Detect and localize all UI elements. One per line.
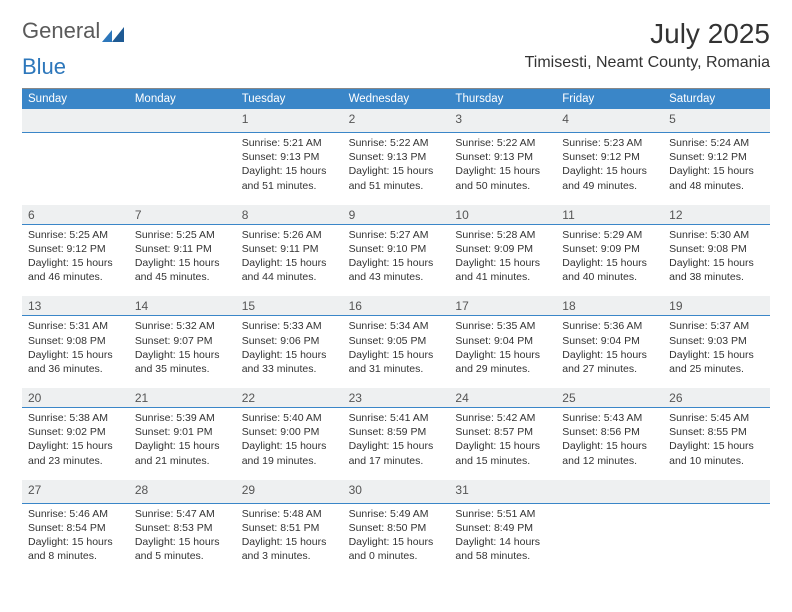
dow-header: Sunday bbox=[22, 89, 129, 109]
day-number: 28 bbox=[129, 480, 236, 503]
logo-icon bbox=[102, 22, 126, 38]
day-details: Sunrise: 5:25 AMSunset: 9:12 PMDaylight:… bbox=[22, 225, 129, 291]
day-number: 30 bbox=[343, 480, 450, 503]
day-details: Sunrise: 5:23 AMSunset: 9:12 PMDaylight:… bbox=[556, 133, 663, 199]
logo-text-general: General bbox=[22, 18, 100, 44]
location: Timisesti, Neamt County, Romania bbox=[525, 54, 770, 72]
day-number: 10 bbox=[449, 205, 556, 224]
day-details: Sunrise: 5:35 AMSunset: 9:04 PMDaylight:… bbox=[449, 316, 556, 382]
day-details: Sunrise: 5:39 AMSunset: 9:01 PMDaylight:… bbox=[129, 408, 236, 474]
day-details: Sunrise: 5:24 AMSunset: 9:12 PMDaylight:… bbox=[663, 133, 770, 199]
day-details: Sunrise: 5:34 AMSunset: 9:05 PMDaylight:… bbox=[343, 316, 450, 382]
daynum-row: 20212223242526 bbox=[22, 388, 770, 408]
dow-header: Thursday bbox=[449, 89, 556, 109]
day-details: Sunrise: 5:31 AMSunset: 9:08 PMDaylight:… bbox=[22, 316, 129, 382]
day-number: 18 bbox=[556, 296, 663, 315]
day-number: 23 bbox=[343, 388, 450, 407]
day-details bbox=[129, 133, 236, 199]
day-number: 26 bbox=[663, 388, 770, 407]
day-number bbox=[129, 109, 236, 132]
dow-header: Friday bbox=[556, 89, 663, 109]
day-number: 7 bbox=[129, 205, 236, 224]
day-details: Sunrise: 5:37 AMSunset: 9:03 PMDaylight:… bbox=[663, 316, 770, 382]
day-details: Sunrise: 5:41 AMSunset: 8:59 PMDaylight:… bbox=[343, 408, 450, 474]
logo-text-blue: Blue bbox=[22, 54, 102, 80]
daynum-row: 2728293031 bbox=[22, 480, 770, 504]
details-row: Sunrise: 5:21 AMSunset: 9:13 PMDaylight:… bbox=[22, 133, 770, 199]
day-details: Sunrise: 5:33 AMSunset: 9:06 PMDaylight:… bbox=[236, 316, 343, 382]
title-block: July 2025 Timisesti, Neamt County, Roman… bbox=[525, 18, 770, 72]
day-number: 24 bbox=[449, 388, 556, 407]
day-details: Sunrise: 5:45 AMSunset: 8:55 PMDaylight:… bbox=[663, 408, 770, 474]
dow-row: SundayMondayTuesdayWednesdayThursdayFrid… bbox=[22, 89, 770, 109]
day-number: 20 bbox=[22, 388, 129, 407]
day-number: 29 bbox=[236, 480, 343, 503]
day-details: Sunrise: 5:49 AMSunset: 8:50 PMDaylight:… bbox=[343, 504, 450, 570]
day-number: 31 bbox=[449, 480, 556, 503]
header: General July 2025 Timisesti, Neamt Count… bbox=[22, 18, 770, 72]
day-details: Sunrise: 5:38 AMSunset: 9:02 PMDaylight:… bbox=[22, 408, 129, 474]
day-details: Sunrise: 5:26 AMSunset: 9:11 PMDaylight:… bbox=[236, 225, 343, 291]
dow-header: Tuesday bbox=[236, 89, 343, 109]
day-details: Sunrise: 5:28 AMSunset: 9:09 PMDaylight:… bbox=[449, 225, 556, 291]
day-number: 21 bbox=[129, 388, 236, 407]
details-row: Sunrise: 5:38 AMSunset: 9:02 PMDaylight:… bbox=[22, 408, 770, 474]
day-number: 5 bbox=[663, 109, 770, 132]
day-number: 22 bbox=[236, 388, 343, 407]
day-details: Sunrise: 5:48 AMSunset: 8:51 PMDaylight:… bbox=[236, 504, 343, 570]
dow-header: Wednesday bbox=[343, 89, 450, 109]
day-details: Sunrise: 5:32 AMSunset: 9:07 PMDaylight:… bbox=[129, 316, 236, 382]
details-row: Sunrise: 5:46 AMSunset: 8:54 PMDaylight:… bbox=[22, 504, 770, 570]
day-number: 16 bbox=[343, 296, 450, 315]
day-details: Sunrise: 5:42 AMSunset: 8:57 PMDaylight:… bbox=[449, 408, 556, 474]
day-number: 1 bbox=[236, 109, 343, 132]
day-number: 17 bbox=[449, 296, 556, 315]
day-number: 2 bbox=[343, 109, 450, 132]
day-number: 27 bbox=[22, 480, 129, 503]
dow-header: Saturday bbox=[663, 89, 770, 109]
daynum-row: 12345 bbox=[22, 109, 770, 133]
calendar: SundayMondayTuesdayWednesdayThursdayFrid… bbox=[22, 88, 770, 569]
day-details: Sunrise: 5:30 AMSunset: 9:08 PMDaylight:… bbox=[663, 225, 770, 291]
day-number: 15 bbox=[236, 296, 343, 315]
month-title: July 2025 bbox=[525, 18, 770, 50]
day-details: Sunrise: 5:51 AMSunset: 8:49 PMDaylight:… bbox=[449, 504, 556, 570]
details-row: Sunrise: 5:31 AMSunset: 9:08 PMDaylight:… bbox=[22, 316, 770, 382]
day-details: Sunrise: 5:27 AMSunset: 9:10 PMDaylight:… bbox=[343, 225, 450, 291]
day-number bbox=[663, 480, 770, 503]
day-details bbox=[22, 133, 129, 199]
day-number: 11 bbox=[556, 205, 663, 224]
dow-header: Monday bbox=[129, 89, 236, 109]
weeks-container: 12345Sunrise: 5:21 AMSunset: 9:13 PMDayl… bbox=[22, 109, 770, 569]
day-number: 3 bbox=[449, 109, 556, 132]
day-number: 4 bbox=[556, 109, 663, 132]
day-details: Sunrise: 5:29 AMSunset: 9:09 PMDaylight:… bbox=[556, 225, 663, 291]
day-details: Sunrise: 5:40 AMSunset: 9:00 PMDaylight:… bbox=[236, 408, 343, 474]
day-number: 8 bbox=[236, 205, 343, 224]
logo: General bbox=[22, 18, 126, 44]
day-number: 13 bbox=[22, 296, 129, 315]
day-number: 25 bbox=[556, 388, 663, 407]
day-details: Sunrise: 5:22 AMSunset: 9:13 PMDaylight:… bbox=[343, 133, 450, 199]
day-details bbox=[663, 504, 770, 570]
day-details: Sunrise: 5:46 AMSunset: 8:54 PMDaylight:… bbox=[22, 504, 129, 570]
day-details bbox=[556, 504, 663, 570]
day-number: 9 bbox=[343, 205, 450, 224]
day-details: Sunrise: 5:36 AMSunset: 9:04 PMDaylight:… bbox=[556, 316, 663, 382]
day-number: 19 bbox=[663, 296, 770, 315]
day-number: 6 bbox=[22, 205, 129, 224]
day-number: 12 bbox=[663, 205, 770, 224]
daynum-row: 13141516171819 bbox=[22, 296, 770, 316]
daynum-row: 6789101112 bbox=[22, 205, 770, 225]
day-details: Sunrise: 5:43 AMSunset: 8:56 PMDaylight:… bbox=[556, 408, 663, 474]
details-row: Sunrise: 5:25 AMSunset: 9:12 PMDaylight:… bbox=[22, 225, 770, 291]
page: General July 2025 Timisesti, Neamt Count… bbox=[0, 0, 792, 569]
day-number bbox=[556, 480, 663, 503]
day-details: Sunrise: 5:22 AMSunset: 9:13 PMDaylight:… bbox=[449, 133, 556, 199]
day-details: Sunrise: 5:47 AMSunset: 8:53 PMDaylight:… bbox=[129, 504, 236, 570]
day-number: 14 bbox=[129, 296, 236, 315]
day-number bbox=[22, 109, 129, 132]
day-details: Sunrise: 5:25 AMSunset: 9:11 PMDaylight:… bbox=[129, 225, 236, 291]
day-details: Sunrise: 5:21 AMSunset: 9:13 PMDaylight:… bbox=[236, 133, 343, 199]
